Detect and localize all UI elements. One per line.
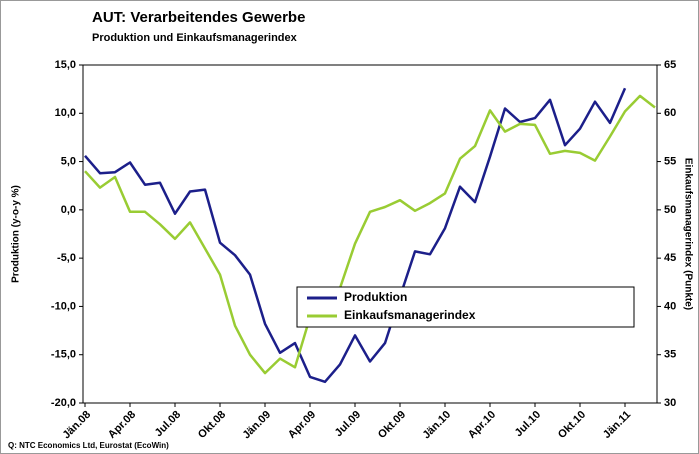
- series-line: [84, 87, 627, 384]
- y-axis-label: Produktion (y-o-y %): [11, 185, 22, 283]
- y-tick-label: -15,0: [51, 349, 76, 361]
- legend-label: Produktion: [344, 290, 407, 304]
- y2-tick-label: 40: [664, 300, 676, 312]
- y2-tick-label: 30: [664, 397, 676, 409]
- y-tick-label: -5,0: [57, 252, 76, 264]
- y-tick-label: 15,0: [55, 59, 76, 71]
- y2-tick-label: 60: [664, 107, 676, 119]
- y2-tick-label: 55: [664, 155, 676, 167]
- legend: [296, 286, 635, 328]
- chart-subtitle: Produktion und Einkaufsmanagerindex: [92, 32, 298, 44]
- y2-axis-label: Einkaufsmanagerindex (Punkte): [682, 158, 693, 310]
- chart-title: AUT: Verarbeitendes Gewerbe: [92, 9, 305, 26]
- y-tick-label: -20,0: [51, 397, 76, 409]
- y2-tick-label: 65: [664, 59, 676, 71]
- y2-tick-label: 45: [664, 252, 676, 264]
- y2-tick-label: 50: [664, 204, 676, 216]
- y-tick-label: 5,0: [61, 155, 76, 167]
- y2-tick-label: 35: [664, 349, 676, 361]
- plot-area: [82, 64, 658, 404]
- series-line: [84, 94, 656, 375]
- source: Q: NTC Economics Ltd, Eurostat (EcoWin): [8, 441, 169, 450]
- y-tick-label: 0,0: [61, 204, 76, 216]
- legend-label: Einkaufsmanagerindex: [344, 308, 476, 322]
- y-tick-label: -10,0: [51, 300, 76, 312]
- y-tick-label: 10,0: [55, 107, 76, 119]
